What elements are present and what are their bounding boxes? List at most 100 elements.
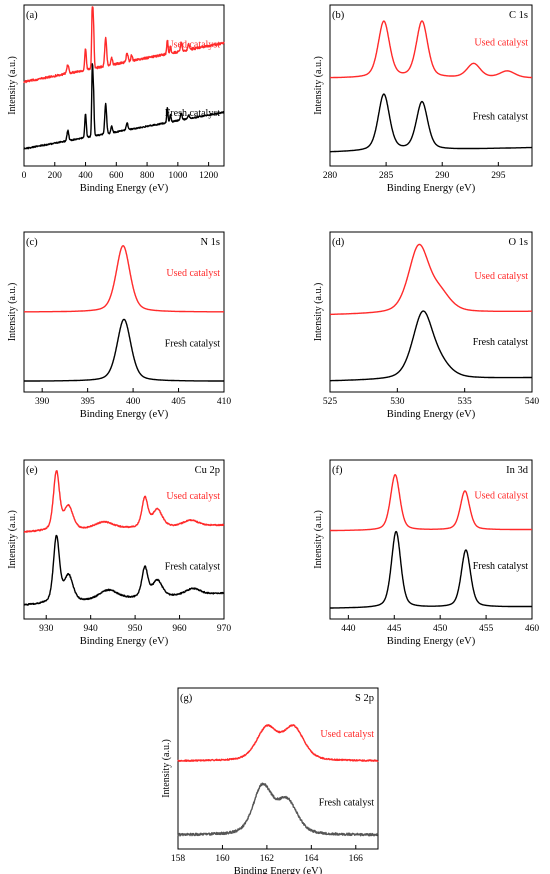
panel-c: 390 395 400 405 410 Binding Energy (eV) Intens… [7, 231, 232, 420]
fresh-catalyst-line [329, 93, 533, 153]
x-tick-label: 285 [379, 171, 394, 181]
x-axis-label: Binding Energy (eV) [387, 409, 476, 420]
x-tick-label: 1200 [199, 171, 218, 181]
y-axis-label: Intensity (a.u.) [161, 739, 172, 798]
y-axis-label: Intensity (a.u.) [7, 283, 18, 342]
x-tick-label: 540 [525, 397, 540, 407]
x-tick-label: 970 [217, 624, 232, 634]
element-label: N 1s [200, 237, 220, 248]
used-catalyst-line [329, 20, 533, 79]
x-tick-label: 160 [215, 854, 230, 864]
panel-a: 0 200 400 600 800 1000 1200 Binding Energy (eV)… [7, 4, 225, 194]
x-tick-label: 930 [39, 624, 54, 634]
x-tick-label: 390 [35, 397, 50, 407]
x-axis-label: Binding Energy (eV) [387, 183, 476, 194]
fresh-catalyst-line [329, 310, 533, 382]
fresh-catalyst-label: Fresh catalyst [473, 561, 528, 572]
y-axis-label: Intensity (a.u.) [313, 56, 324, 115]
x-tick-label: 0 [22, 171, 27, 181]
panel-f: 440 445 450 455 460 Binding Energy (eV) Intens… [313, 459, 540, 647]
x-tick-label: 450 [433, 624, 448, 634]
used-catalyst-line [177, 724, 379, 762]
used-catalyst-label: Used catalyst [474, 38, 528, 49]
panel-label: (a) [26, 10, 38, 21]
used-catalyst-line [329, 474, 533, 532]
y-axis-label: Intensity (a.u.) [313, 283, 324, 342]
panel-b: 280 285 290 295 Binding Energy (eV) Intensity… [313, 4, 533, 194]
x-tick-label: 525 [323, 397, 338, 407]
element-label: C 1s [509, 10, 528, 21]
fresh-catalyst-line [177, 782, 379, 837]
fresh-catalyst-label: Fresh catalyst [165, 339, 220, 350]
panel-label: (b) [332, 10, 345, 21]
used-catalyst-label: Used catalyst [320, 729, 374, 740]
x-tick-label: 164 [304, 854, 319, 864]
x-tick-label: 162 [260, 854, 275, 864]
x-tick-label: 395 [81, 397, 96, 407]
plot-frame [329, 231, 533, 393]
x-tick-label: 410 [217, 397, 232, 407]
x-tick-label: 400 [78, 171, 93, 181]
x-tick-label: 280 [323, 171, 338, 181]
element-label: S 2p [355, 693, 374, 704]
panel-d: 525 530 535 540 Binding Energy (eV) Intensity… [313, 231, 540, 420]
x-tick-label: 290 [435, 171, 450, 181]
fresh-catalyst-label: Fresh catalyst [319, 798, 374, 809]
x-tick-label: 940 [84, 624, 99, 634]
panel-label: (g) [180, 693, 193, 704]
fresh-catalyst-line [23, 63, 225, 150]
x-tick-label: 960 [172, 624, 187, 634]
x-tick-label: 295 [491, 171, 506, 181]
panel-label: (c) [26, 237, 38, 248]
plot-frame [23, 4, 225, 167]
used-catalyst-label: Used catalyst [474, 491, 528, 502]
x-axis-label: Binding Energy (eV) [80, 636, 169, 647]
x-tick-label: 200 [48, 171, 63, 181]
panel-e: 930 940 950 960 970 Binding Energy (eV) Intens… [7, 459, 232, 647]
x-tick-label: 460 [525, 624, 540, 634]
fresh-catalyst-label: Fresh catalyst [473, 112, 528, 123]
x-tick-label: 1000 [168, 171, 187, 181]
element-label: In 3d [506, 465, 529, 476]
used-catalyst-label: Used catalyst [166, 268, 220, 279]
panel-g: 158 160 162 164 166 Binding Energy (eV) Intens… [161, 687, 379, 874]
element-label: Cu 2p [195, 465, 220, 476]
x-tick-label: 400 [126, 397, 141, 407]
used-catalyst-label: Used catalyst [166, 40, 220, 51]
fresh-catalyst-label: Fresh catalyst [165, 108, 220, 119]
x-tick-label: 455 [479, 624, 494, 634]
used-catalyst-line [23, 245, 225, 313]
used-catalyst-label: Used catalyst [474, 271, 528, 282]
plot-frame [329, 4, 533, 167]
y-axis-label: Intensity (a.u.) [7, 56, 18, 115]
element-label: O 1s [508, 237, 528, 248]
x-axis-label: Binding Energy (eV) [80, 409, 169, 420]
fresh-catalyst-label: Fresh catalyst [165, 562, 220, 573]
panel-label: (e) [26, 465, 38, 476]
x-tick-label: 445 [387, 624, 402, 634]
x-axis-label: Binding Energy (eV) [387, 636, 476, 647]
x-tick-label: 158 [171, 854, 186, 864]
x-tick-label: 950 [128, 624, 143, 634]
fresh-catalyst-line [23, 318, 225, 382]
x-tick-label: 600 [109, 171, 124, 181]
x-axis-label: Binding Energy (eV) [80, 183, 169, 194]
x-tick-label: 405 [171, 397, 186, 407]
used-catalyst-line [329, 243, 533, 316]
used-catalyst-line [23, 470, 225, 533]
plot-frame [177, 687, 379, 850]
x-tick-label: 440 [341, 624, 356, 634]
used-catalyst-label: Used catalyst [166, 491, 220, 502]
x-axis-label: Binding Energy (eV) [234, 866, 323, 874]
panel-label: (f) [332, 465, 343, 476]
x-tick-label: 535 [458, 397, 473, 407]
x-tick-label: 800 [140, 171, 155, 181]
fresh-catalyst-label: Fresh catalyst [473, 337, 528, 348]
used-catalyst-line [23, 6, 225, 84]
y-axis-label: Intensity (a.u.) [313, 510, 324, 569]
x-tick-label: 530 [390, 397, 405, 407]
panel-label: (d) [332, 237, 345, 248]
y-axis-label: Intensity (a.u.) [7, 510, 18, 569]
x-tick-label: 166 [349, 854, 364, 864]
